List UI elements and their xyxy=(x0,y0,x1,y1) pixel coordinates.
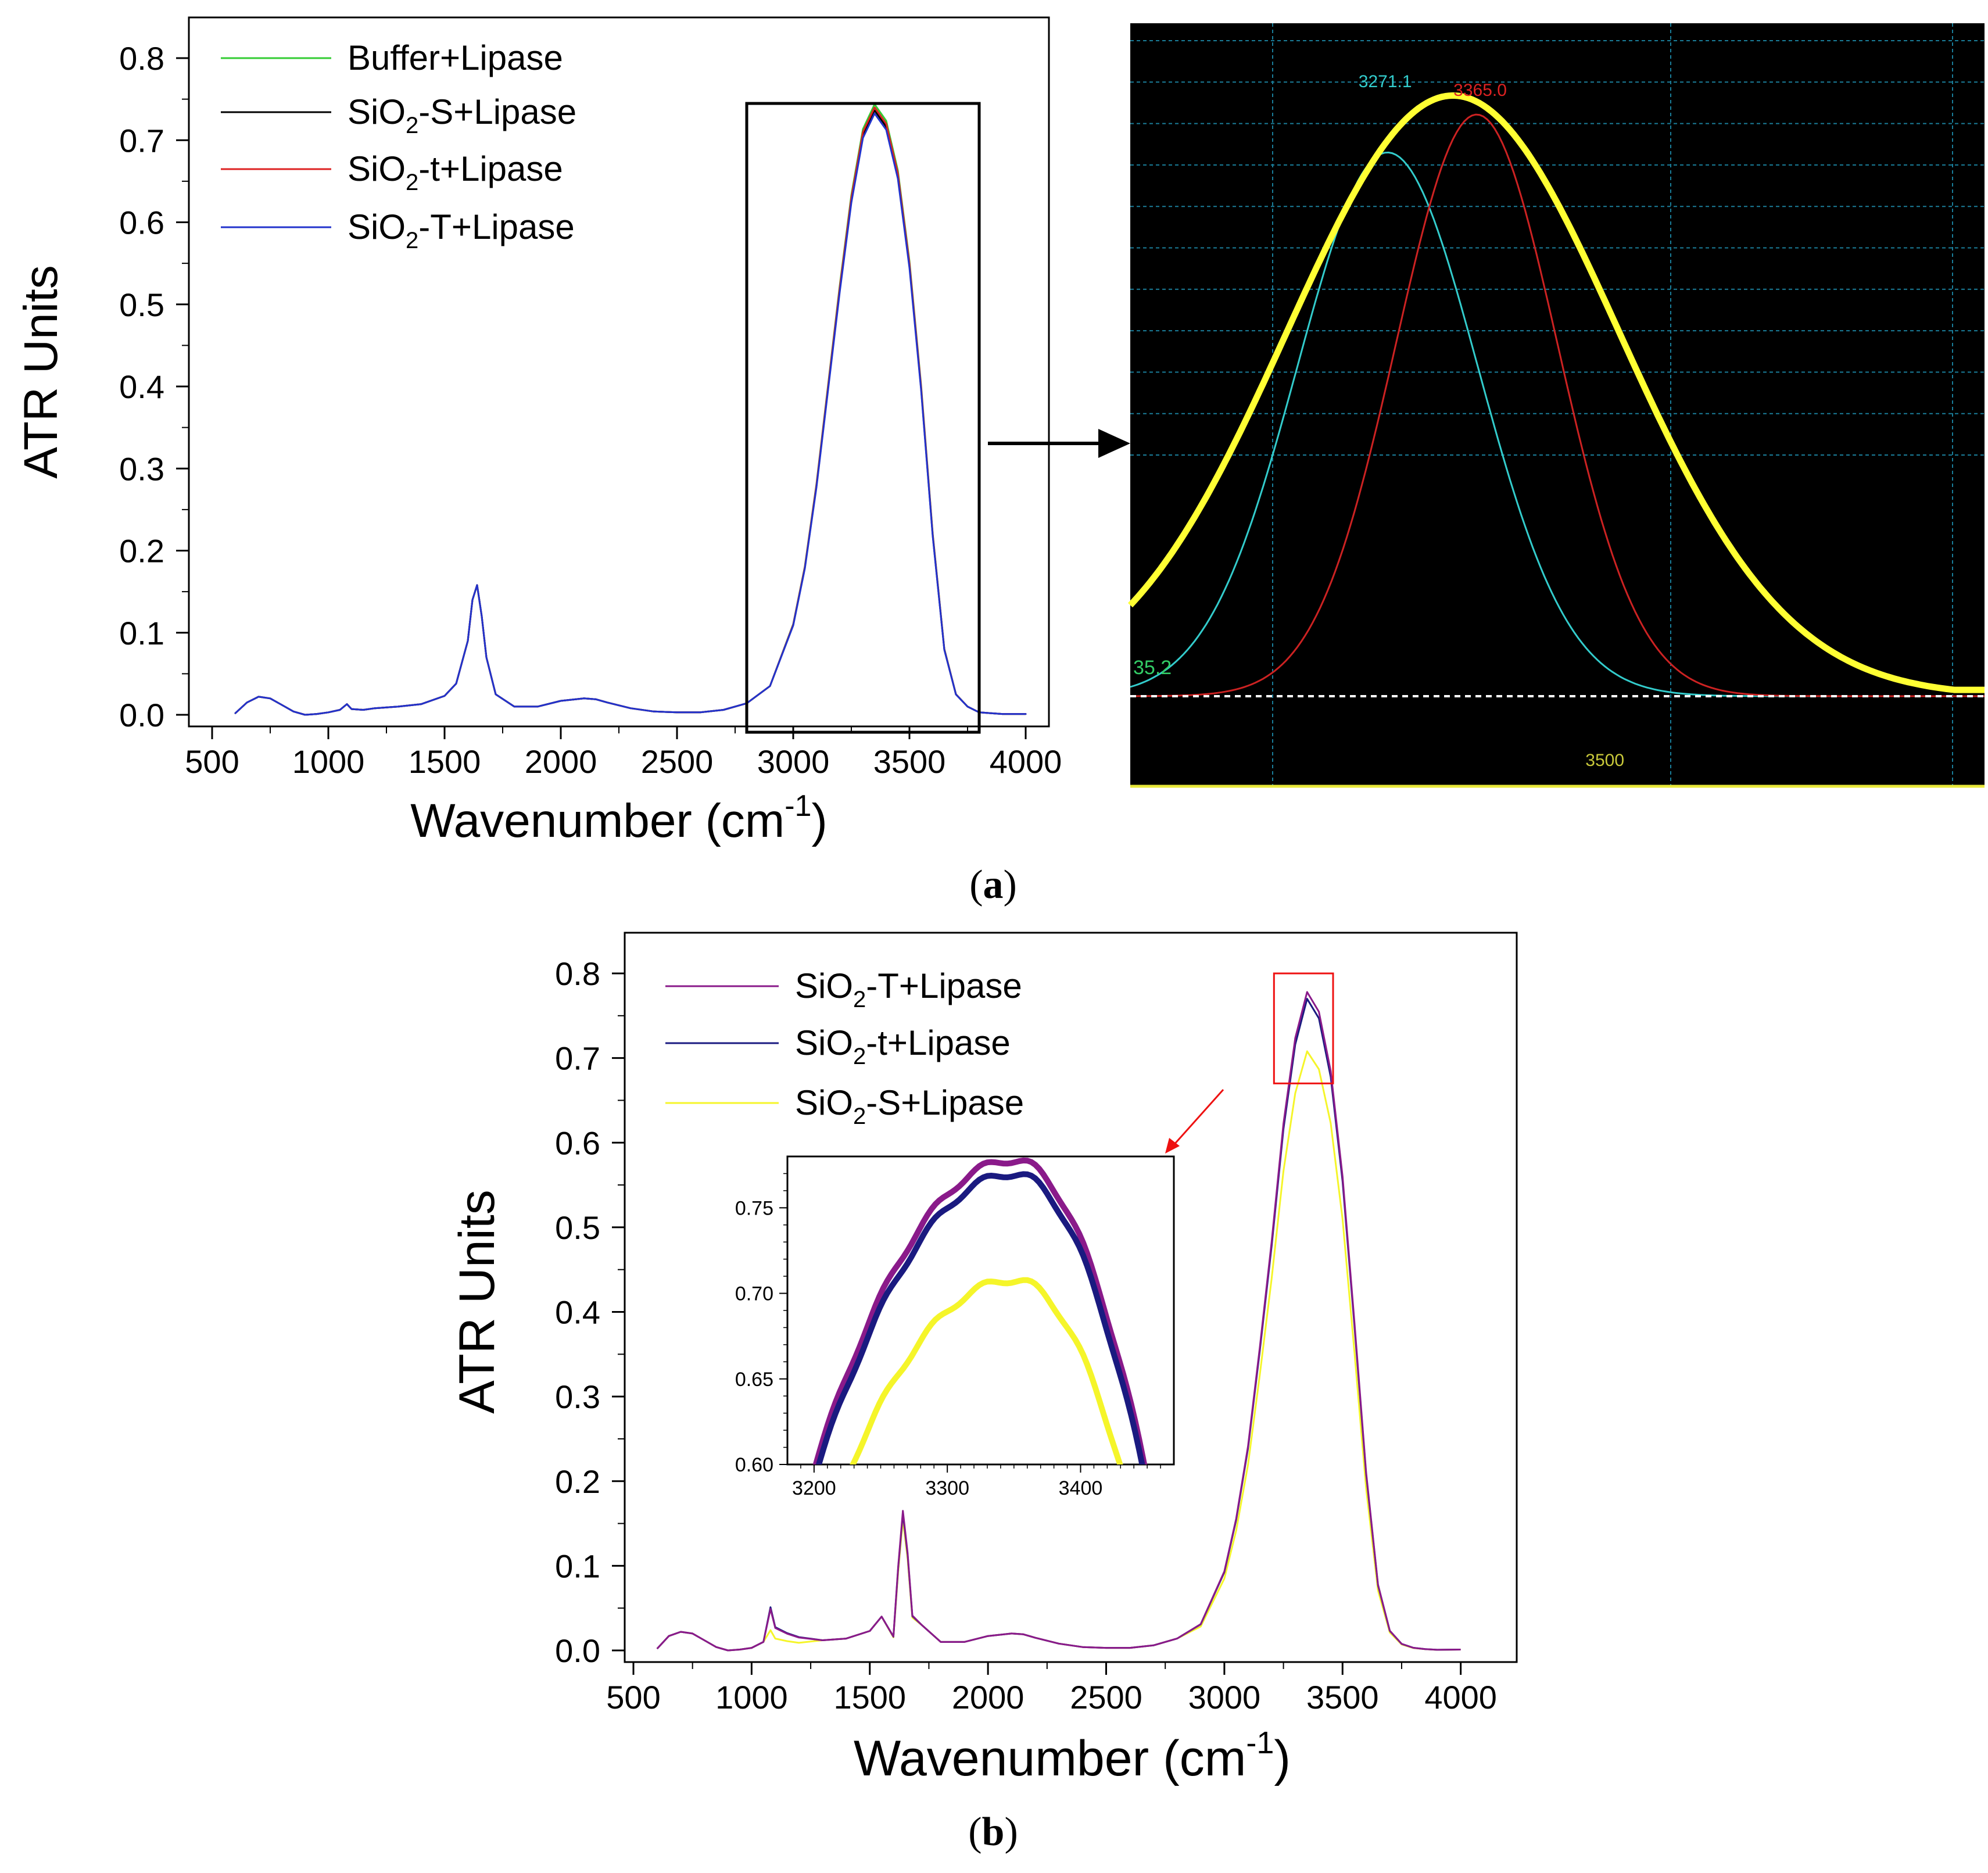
x-tick-label: 1000 xyxy=(292,743,365,780)
fit-x-tick-label: 3500 xyxy=(1585,751,1624,770)
y-tick-label: 0.0 xyxy=(119,697,164,733)
y-tick-label: 0.4 xyxy=(119,368,164,405)
series-line-1 xyxy=(234,103,1027,716)
y-tick-label: 0.8 xyxy=(119,40,164,77)
baseline-value: 35.2 xyxy=(1133,657,1172,679)
x-tick-label: 500 xyxy=(606,1679,660,1716)
legend-label-1: SiO2-T+Lipase xyxy=(795,966,1022,1012)
y-axis-label: ATR Units xyxy=(15,265,67,479)
x-tick-label: 4000 xyxy=(1424,1679,1497,1716)
inset-series-b_T_purple xyxy=(812,1157,1148,1464)
x-axis-label: Wavenumber (cm-1) xyxy=(854,1725,1291,1786)
series-lines xyxy=(656,991,1461,1652)
panel-a-peak-fit: 35.2 3271.1 3365.0 3500 xyxy=(1127,23,1985,788)
series-line-3 xyxy=(234,106,1027,716)
x-tick-label: 2000 xyxy=(952,1679,1025,1716)
legend-label-2: SiO2-t+Lipase xyxy=(795,1023,1011,1069)
x-tick-label: 2500 xyxy=(1070,1679,1142,1716)
y-tick-label: 0.3 xyxy=(119,450,164,487)
y-axis: 0.0 0.1 0.2 0.3 0.4 0.5 0.6 0.7 0.8 xyxy=(555,955,625,1669)
peak-label-1: 3271.1 xyxy=(1359,72,1412,91)
y-tick-label: 0.7 xyxy=(119,122,164,159)
x-axis: 500 1000 1500 2000 2500 3000 3500 4000 xyxy=(606,1662,1497,1716)
y-tick-label: 0.6 xyxy=(119,205,164,241)
y-tick-label: 0.6 xyxy=(555,1124,600,1161)
zoom-box xyxy=(1273,972,1334,1084)
inset-y-tick-label: 0.75 xyxy=(735,1197,773,1219)
legend: SiO2-T+Lipase SiO2-t+Lipase SiO2-S+Lipas… xyxy=(665,966,1024,1129)
x-tick-label: 3000 xyxy=(757,743,830,780)
legend-label-3: SiO2-t+Lipase xyxy=(348,149,563,195)
inset-series-lines xyxy=(812,1157,1148,1464)
y-tick-label: 0.1 xyxy=(119,615,164,651)
x-tick-label: 3500 xyxy=(873,743,946,780)
x-tick-label: 1000 xyxy=(715,1679,788,1716)
zoom-pointer xyxy=(1165,1088,1224,1154)
inset-y-axis: 0.60 0.65 0.70 0.75 xyxy=(735,1173,787,1476)
y-tick-label: 0.0 xyxy=(555,1632,600,1669)
fit-background xyxy=(1130,23,1985,787)
x-tick-label: 4000 xyxy=(990,743,1062,780)
legend-label-2: SiO2-S+Lipase xyxy=(348,92,576,138)
y-tick-label: 0.5 xyxy=(555,1209,600,1246)
x-axis-label: Wavenumber (cm-1) xyxy=(410,789,828,847)
inset-chart: 0.60 0.65 0.70 0.75 3200 3300 3400 xyxy=(735,1155,1175,1499)
y-tick-label: 0.8 xyxy=(555,955,600,992)
y-tick-label: 0.2 xyxy=(555,1463,600,1500)
x-tick-label: 3500 xyxy=(1306,1679,1379,1716)
inset-series-b_t_navy xyxy=(815,1171,1145,1464)
inset-series-b_S_yellow xyxy=(850,1277,1123,1464)
series-line-4 xyxy=(234,112,1027,716)
panel-b-main-chart: 0.0 0.1 0.2 0.3 0.4 0.5 0.6 0.7 0.8 500 1000 1500 2… xyxy=(449,932,1518,1786)
legend-label-4: SiO2-T+Lipase xyxy=(348,207,575,253)
series-lines xyxy=(234,103,1027,716)
inset-y-tick-label: 0.60 xyxy=(735,1454,773,1476)
legend-label-1: Buffer+Lipase xyxy=(348,38,563,77)
y-axis-label: ATR Units xyxy=(449,1190,505,1413)
x-axis: 500 1000 1500 2000 2500 3000 3500 4000 xyxy=(185,726,1062,780)
y-axis: 0.0 0.1 0.2 0.3 0.4 0.5 0.6 0.7 0.8 xyxy=(119,40,189,733)
fit-envelope xyxy=(1127,92,1985,693)
zoom-box xyxy=(745,102,981,734)
legend-label-3: SiO2-S+Lipase xyxy=(795,1083,1024,1129)
x-tick-label: 3000 xyxy=(1188,1679,1261,1716)
inset-x-axis: 3200 3300 3400 xyxy=(792,1464,1161,1499)
plot-frame xyxy=(624,932,1518,1663)
legend: Buffer+Lipase SiO2-S+Lipase SiO2-t+Lipas… xyxy=(221,38,576,253)
inset-x-tick-label: 3200 xyxy=(792,1477,836,1499)
y-tick-label: 0.7 xyxy=(555,1040,600,1077)
panel-label-b: (b) xyxy=(968,1810,1018,1854)
inset-frame xyxy=(786,1155,1175,1466)
panel-label-a: (a) xyxy=(969,862,1017,907)
y-tick-label: 0.1 xyxy=(555,1548,600,1584)
inset-y-tick-label: 0.70 xyxy=(735,1283,773,1305)
x-tick-label: 500 xyxy=(185,743,239,780)
x-tick-label: 2500 xyxy=(641,743,714,780)
x-tick-label: 2000 xyxy=(525,743,597,780)
series-line-b_T_purple xyxy=(656,991,1461,1652)
inset-x-tick-label: 3400 xyxy=(1059,1477,1103,1499)
y-tick-label: 0.3 xyxy=(555,1378,600,1415)
x-tick-label: 1500 xyxy=(833,1679,906,1716)
zoom-arrow xyxy=(988,429,1130,458)
peak-label-2: 3365.0 xyxy=(1453,81,1507,100)
x-tick-label: 1500 xyxy=(409,743,481,780)
inset-y-tick-label: 0.65 xyxy=(735,1369,773,1391)
panel-a-main-chart: 0.0 0.1 0.2 0.3 0.4 0.5 0.6 0.7 0.8 500 1000 1500 2… xyxy=(15,16,1062,847)
series-line-2 xyxy=(234,109,1027,716)
y-tick-label: 0.2 xyxy=(119,533,164,570)
inset-x-tick-label: 3300 xyxy=(925,1477,969,1499)
y-tick-label: 0.4 xyxy=(555,1294,600,1331)
y-tick-label: 0.5 xyxy=(119,286,164,323)
